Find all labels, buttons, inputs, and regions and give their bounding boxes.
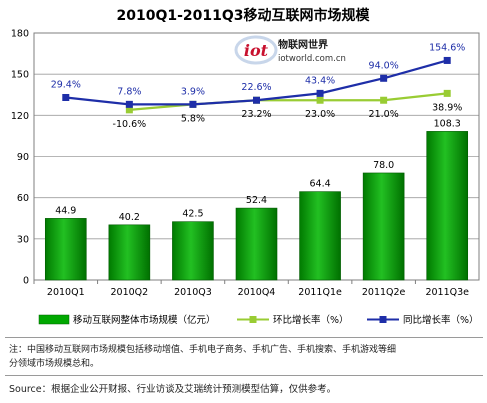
mom-marker xyxy=(125,106,133,114)
yoy-marker xyxy=(125,100,133,108)
y-tick-label: 150 xyxy=(11,70,29,81)
yoy-marker xyxy=(443,56,451,64)
x-tick-label: 2011Q2e xyxy=(362,287,406,298)
yoy-value-label: 3.9% xyxy=(181,86,205,97)
bar-value-label: 44.9 xyxy=(55,205,76,216)
bar xyxy=(172,221,214,281)
bar xyxy=(108,224,151,281)
mom-value-label: 38.9% xyxy=(432,102,462,113)
mom-marker xyxy=(443,89,451,97)
yoy-marker xyxy=(189,100,197,108)
footnote-line-1: 注：中国移动互联网市场规模包括移动增值、手机电子商务、手机广告、手机搜索、手机游… xyxy=(9,345,397,355)
mom-value-label: 5.8% xyxy=(181,113,205,124)
bar-value-label: 108.3 xyxy=(434,118,461,129)
iot-logo: iot 物联网世界 iotworld.com.cn xyxy=(234,35,346,65)
legend: 移动互联网整体市场规模（亿元） 环比增长率（%） 同比增长率（%） xyxy=(38,314,479,326)
x-tick-label: 2010Q1 xyxy=(47,287,85,298)
x-tick-label: 2010Q4 xyxy=(238,287,276,298)
footnote: 注：中国移动互联网市场规模包括移动增值、手机电子商务、手机广告、手机搜索、手机游… xyxy=(9,343,396,371)
mom-marker xyxy=(380,96,388,104)
bar xyxy=(426,131,469,281)
bar xyxy=(235,207,278,281)
legend-mom-label: 环比增长率（%） xyxy=(273,314,349,326)
footnote-line-2: 分领域市场规模总和。 xyxy=(9,359,100,369)
legend-bar-swatch xyxy=(38,314,70,325)
mom-value-label: 21.0% xyxy=(369,109,399,120)
bar xyxy=(44,218,87,281)
bar-series xyxy=(44,131,469,281)
source-note: Source：根据企业公开财报、行业访谈及艾瑞统计预测模型估算，仅供参考。 xyxy=(9,384,337,395)
y-axis: 0 30 60 90 120 150 180 xyxy=(11,29,29,287)
bar xyxy=(299,191,341,281)
logo-mark-text: iot xyxy=(244,41,269,60)
mom-marker xyxy=(316,96,324,104)
y-tick-label: 90 xyxy=(17,152,29,163)
x-tick-label: 2011Q1e xyxy=(298,287,342,298)
yoy-marker xyxy=(380,74,388,82)
y-tick-label: 180 xyxy=(11,29,29,40)
yoy-value-label: 22.6% xyxy=(241,82,271,93)
logo-url: iotworld.com.cn xyxy=(278,54,346,64)
bar-value-label: 78.0 xyxy=(373,160,394,171)
logo-name: 物联网世界 xyxy=(278,38,328,51)
bar xyxy=(362,172,405,281)
yoy-value-label: 94.0% xyxy=(369,60,399,71)
x-tick-label: 2010Q2 xyxy=(111,287,149,298)
data-labels: 44.9 40.2 42.5 52.4 64.4 78.0 108.3 29.4% 7.8% 3.… xyxy=(51,42,466,222)
iot-logo-mark: iot xyxy=(234,35,278,65)
bar-value-label: 64.4 xyxy=(309,179,330,190)
yoy-marker xyxy=(253,96,260,104)
bar-value-label: 42.5 xyxy=(182,209,203,220)
chart: 2010Q1-2011Q3移动互联网市场规模 iot 物联网世界 iotworl… xyxy=(11,7,480,326)
y-tick-label: 120 xyxy=(11,111,29,122)
separator-bottom xyxy=(5,375,483,376)
bar-value-label: 52.4 xyxy=(246,195,267,206)
yoy-value-label: 7.8% xyxy=(117,86,141,97)
y-tick-label: 0 xyxy=(23,276,29,287)
x-tick-label: 2011Q3e xyxy=(425,287,469,298)
legend-mom-marker xyxy=(249,316,257,323)
line-series xyxy=(62,56,451,114)
bar-value-label: 40.2 xyxy=(119,212,140,223)
yoy-value-label: 154.6% xyxy=(429,42,465,53)
mom-value-label: 23.0% xyxy=(305,109,335,120)
y-tick-label: 30 xyxy=(17,234,29,245)
grid-lines xyxy=(34,73,479,240)
x-tick-label: 2010Q3 xyxy=(174,287,212,298)
yoy-marker xyxy=(316,89,324,97)
yoy-value-label: 29.4% xyxy=(51,79,81,90)
x-axis: 2010Q1 2010Q2 2010Q3 2010Q4 2011Q1e 2011Q2e 20… xyxy=(33,280,469,298)
chart-title: 2010Q1-2011Q3移动互联网市场规模 xyxy=(116,7,370,24)
separator-top xyxy=(5,337,483,338)
legend-yoy-label: 同比增长率（%） xyxy=(403,314,479,326)
yoy-value-label: 43.4% xyxy=(305,75,335,86)
legend-bar-label: 移动互联网整体市场规模（亿元） xyxy=(73,314,216,326)
mom-value-label: -10.6% xyxy=(113,119,147,130)
y-tick-label: 60 xyxy=(17,193,29,204)
mom-value-label: 23.2% xyxy=(241,109,271,120)
yoy-marker xyxy=(62,93,70,101)
legend-yoy-marker xyxy=(379,316,387,323)
